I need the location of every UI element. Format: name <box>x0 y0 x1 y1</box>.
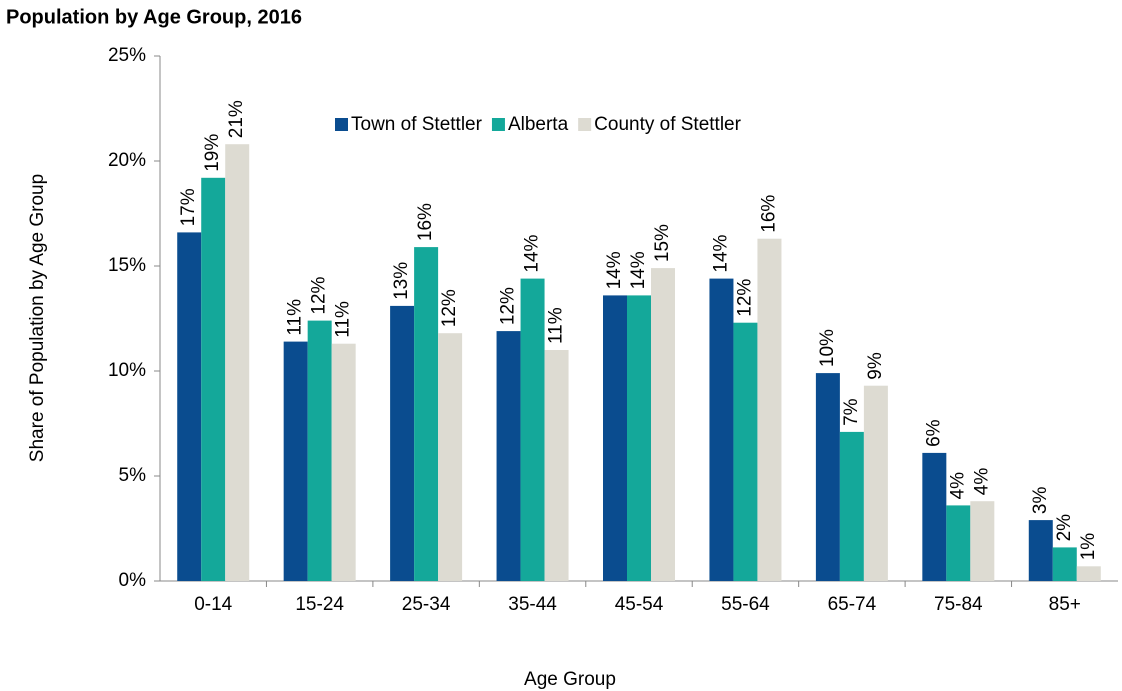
data-label: 21% <box>226 100 247 138</box>
y-tick-label: 0% <box>119 570 147 591</box>
bar <box>1052 547 1077 581</box>
legend-label: Town of Stettler <box>351 114 483 135</box>
data-label: 12% <box>309 276 330 314</box>
legend-label: Alberta <box>508 114 569 135</box>
data-label: 11% <box>333 301 354 338</box>
bar <box>201 177 226 582</box>
bar <box>225 144 250 581</box>
data-label: 4% <box>971 468 992 496</box>
x-tick-label: 65-74 <box>828 594 877 615</box>
y-tick-label: 15% <box>108 255 146 276</box>
data-label: 11% <box>546 307 567 344</box>
x-tick-label: 15-24 <box>295 594 344 615</box>
data-label: 15% <box>652 224 673 262</box>
bar <box>651 268 675 581</box>
data-label: 3% <box>1030 487 1051 515</box>
data-label: 14% <box>710 234 731 272</box>
bar <box>438 333 463 581</box>
bar <box>709 278 734 581</box>
x-tick-label: 25-34 <box>402 594 451 615</box>
bar <box>1076 566 1101 581</box>
data-label: 16% <box>758 195 779 233</box>
bar <box>331 343 356 581</box>
legend-swatch <box>335 118 348 131</box>
bar <box>970 501 995 581</box>
bar <box>496 331 521 581</box>
data-label: 12% <box>439 289 460 327</box>
y-axis-title: Share of Population by Age Group <box>27 174 48 462</box>
x-tick-label: 35-44 <box>508 594 557 615</box>
y-tick-label: 10% <box>108 360 146 381</box>
bar <box>946 505 971 581</box>
x-tick-label: 75-84 <box>934 594 983 615</box>
data-label: 12% <box>734 279 755 317</box>
bar <box>307 320 332 581</box>
bar <box>815 373 840 581</box>
data-label: 16% <box>415 203 436 241</box>
bar <box>733 322 758 581</box>
bar <box>757 238 782 581</box>
data-label: 7% <box>841 398 862 426</box>
bar <box>390 305 415 581</box>
bar <box>863 385 888 581</box>
y-tick-label: 20% <box>108 150 146 171</box>
bar <box>603 295 627 581</box>
y-tick-label: 5% <box>119 465 147 486</box>
data-label: 9% <box>865 352 886 380</box>
data-label: 10% <box>817 329 838 367</box>
data-label: 1% <box>1078 533 1099 561</box>
bar <box>520 278 545 581</box>
legend-swatch <box>578 118 592 131</box>
data-label: 14% <box>522 234 543 272</box>
bar <box>922 452 947 581</box>
bar <box>544 350 569 581</box>
bar <box>177 232 202 581</box>
data-label: 13% <box>391 262 412 300</box>
bar <box>283 341 308 581</box>
x-tick-label: 45-54 <box>615 594 664 615</box>
data-label: 17% <box>178 188 199 226</box>
data-label: 4% <box>947 472 968 500</box>
bar <box>839 431 864 581</box>
bar <box>1028 520 1053 581</box>
data-label: 14% <box>628 251 649 289</box>
data-label: 11% <box>285 299 306 336</box>
legend-swatch <box>491 118 505 131</box>
data-label: 2% <box>1054 514 1075 542</box>
chart-title: Population by Age Group, 2016 <box>6 6 302 28</box>
bar <box>414 247 439 581</box>
legend-label: County of Stettler <box>594 114 741 135</box>
data-label: 19% <box>202 134 223 172</box>
data-label: 6% <box>923 419 944 447</box>
x-tick-label: 85+ <box>1049 594 1081 615</box>
y-tick-label: 25% <box>108 45 146 66</box>
data-label: 12% <box>498 287 519 325</box>
bar <box>627 295 651 581</box>
x-tick-label: 0-14 <box>194 594 232 615</box>
x-axis-title: Age Group <box>524 669 616 690</box>
data-label: 14% <box>604 251 625 289</box>
x-tick-label: 55-64 <box>721 594 770 615</box>
